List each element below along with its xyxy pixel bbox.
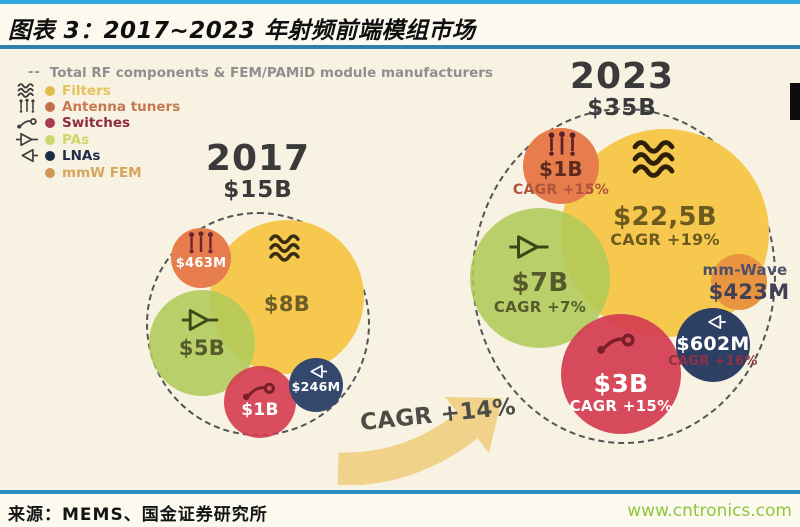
group-2023-year: 2023 <box>569 56 675 97</box>
growth-arrow <box>337 397 502 485</box>
legend-icon-spacer <box>16 164 38 181</box>
amplifier-right-icon <box>503 232 555 262</box>
legend-dot <box>45 101 55 112</box>
legend-label: LNAs <box>62 147 101 164</box>
bubble-value-pas-2017: $5B <box>178 336 226 360</box>
bubble-cagr-antenna-2023: CAGR +15% <box>512 182 610 198</box>
group-2017-total: $15B <box>223 177 293 203</box>
footer-bar <box>0 494 800 527</box>
bubble-2017-switches <box>224 366 296 438</box>
legend-item-antenna-tuners: Antenna tuners <box>16 98 180 115</box>
legend-item-mmw-fem: mmW FEM <box>16 164 142 181</box>
legend-dot <box>45 150 55 161</box>
wave-icon <box>16 82 38 99</box>
antenna-icon <box>16 98 38 115</box>
legend-label: Filters <box>62 82 111 99</box>
bubble-2017-lnas <box>289 358 343 412</box>
legend-total-label: Total RF components & FEM/PAMiD module m… <box>49 64 493 81</box>
website-link[interactable]: www.cntronics.com <box>627 501 792 521</box>
bubble-value-antenna-2023: $1B <box>539 157 583 181</box>
bubble-value-switches-2017: $1B <box>241 400 279 420</box>
legend-label: PAs <box>62 131 90 148</box>
legend-dot <box>45 85 55 96</box>
switch-icon <box>592 328 640 356</box>
bubble-value-filters-2017: $8B <box>263 292 311 316</box>
legend-label: mmW FEM <box>62 164 142 181</box>
legend-label: Switches <box>62 114 131 131</box>
bubble-value-lnas-2017: $246M <box>291 379 341 394</box>
legend-label: Antenna tuners <box>62 98 181 115</box>
wave-icon <box>266 232 308 264</box>
bottom-accent-line <box>0 490 800 494</box>
antenna-icon <box>184 230 218 257</box>
legend-dash-glyph: -- <box>28 65 41 80</box>
amplifier-right-icon <box>176 306 224 334</box>
bubble-2023-mmwave <box>711 254 767 310</box>
wave-icon <box>628 137 686 181</box>
legend-dot <box>45 167 55 178</box>
legend-dot <box>45 134 55 145</box>
amplifier-left-icon <box>16 147 38 164</box>
source-text: 来源：MEMS、国金证券研究所 <box>8 505 268 525</box>
amplifier-right-icon <box>16 131 38 148</box>
switch-icon <box>240 378 278 402</box>
bubble-value-antenna-2017: $463M <box>175 256 227 271</box>
cropped-edge-mark <box>790 83 800 120</box>
figure-title: 图表 3：2017~2023 年射频前端模组市场 <box>8 18 476 44</box>
legend-item-filters: Filters <box>16 82 111 99</box>
legend-dot <box>45 117 55 128</box>
title-underline <box>0 45 800 49</box>
legend-item-pas: PAs <box>16 131 89 148</box>
bubble-cagr-lnas-2023: CAGR +16% <box>668 354 758 369</box>
bubble-cagr-switches-2023: CAGR +15% <box>569 397 673 415</box>
legend-item-switches: Switches <box>16 114 130 131</box>
group-2017-year: 2017 <box>205 138 311 179</box>
switch-icon <box>16 114 38 131</box>
legend-item-lnas: LNAs <box>16 147 100 164</box>
antenna-icon <box>543 130 581 160</box>
bubble-cagr-pas-2023: CAGR +7% <box>493 298 587 316</box>
legend-total-row: -- Total RF components & FEM/PAMiD modul… <box>28 64 493 81</box>
bubble-2023-switches <box>561 314 681 434</box>
bubble-label-mmwave-2023: mm-Wave <box>702 261 788 279</box>
amplifier-left-icon <box>302 363 330 380</box>
bubble-value-switches-2023: $3B <box>593 369 649 398</box>
bubble-value-mmwave-2023: $423M <box>708 280 790 304</box>
bubble-value-lnas-2023: $602M <box>676 333 750 355</box>
bubble-cagr-filters-2023: CAGR +19% <box>610 230 720 249</box>
top-accent-line <box>0 0 800 4</box>
bubble-value-pas-2023: $7B <box>511 268 569 298</box>
amplifier-left-icon <box>699 313 729 331</box>
title-bar <box>0 4 800 45</box>
bubble-value-filters-2023: $22,5B <box>613 202 717 232</box>
